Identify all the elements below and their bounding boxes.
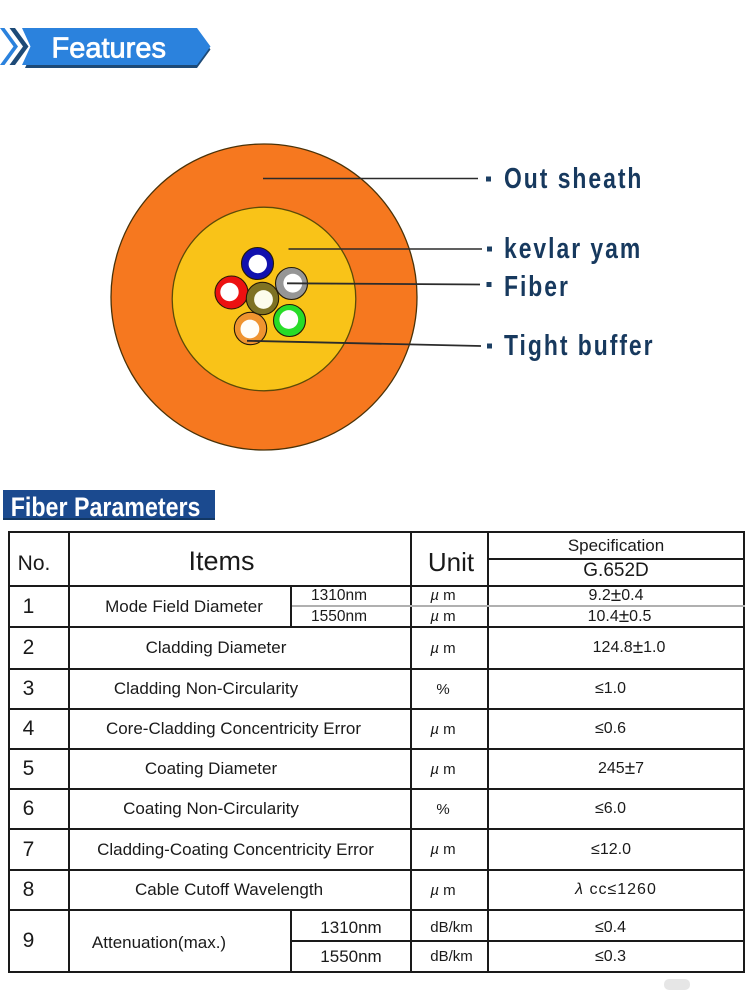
svg-text:Features: Features: [52, 33, 166, 65]
